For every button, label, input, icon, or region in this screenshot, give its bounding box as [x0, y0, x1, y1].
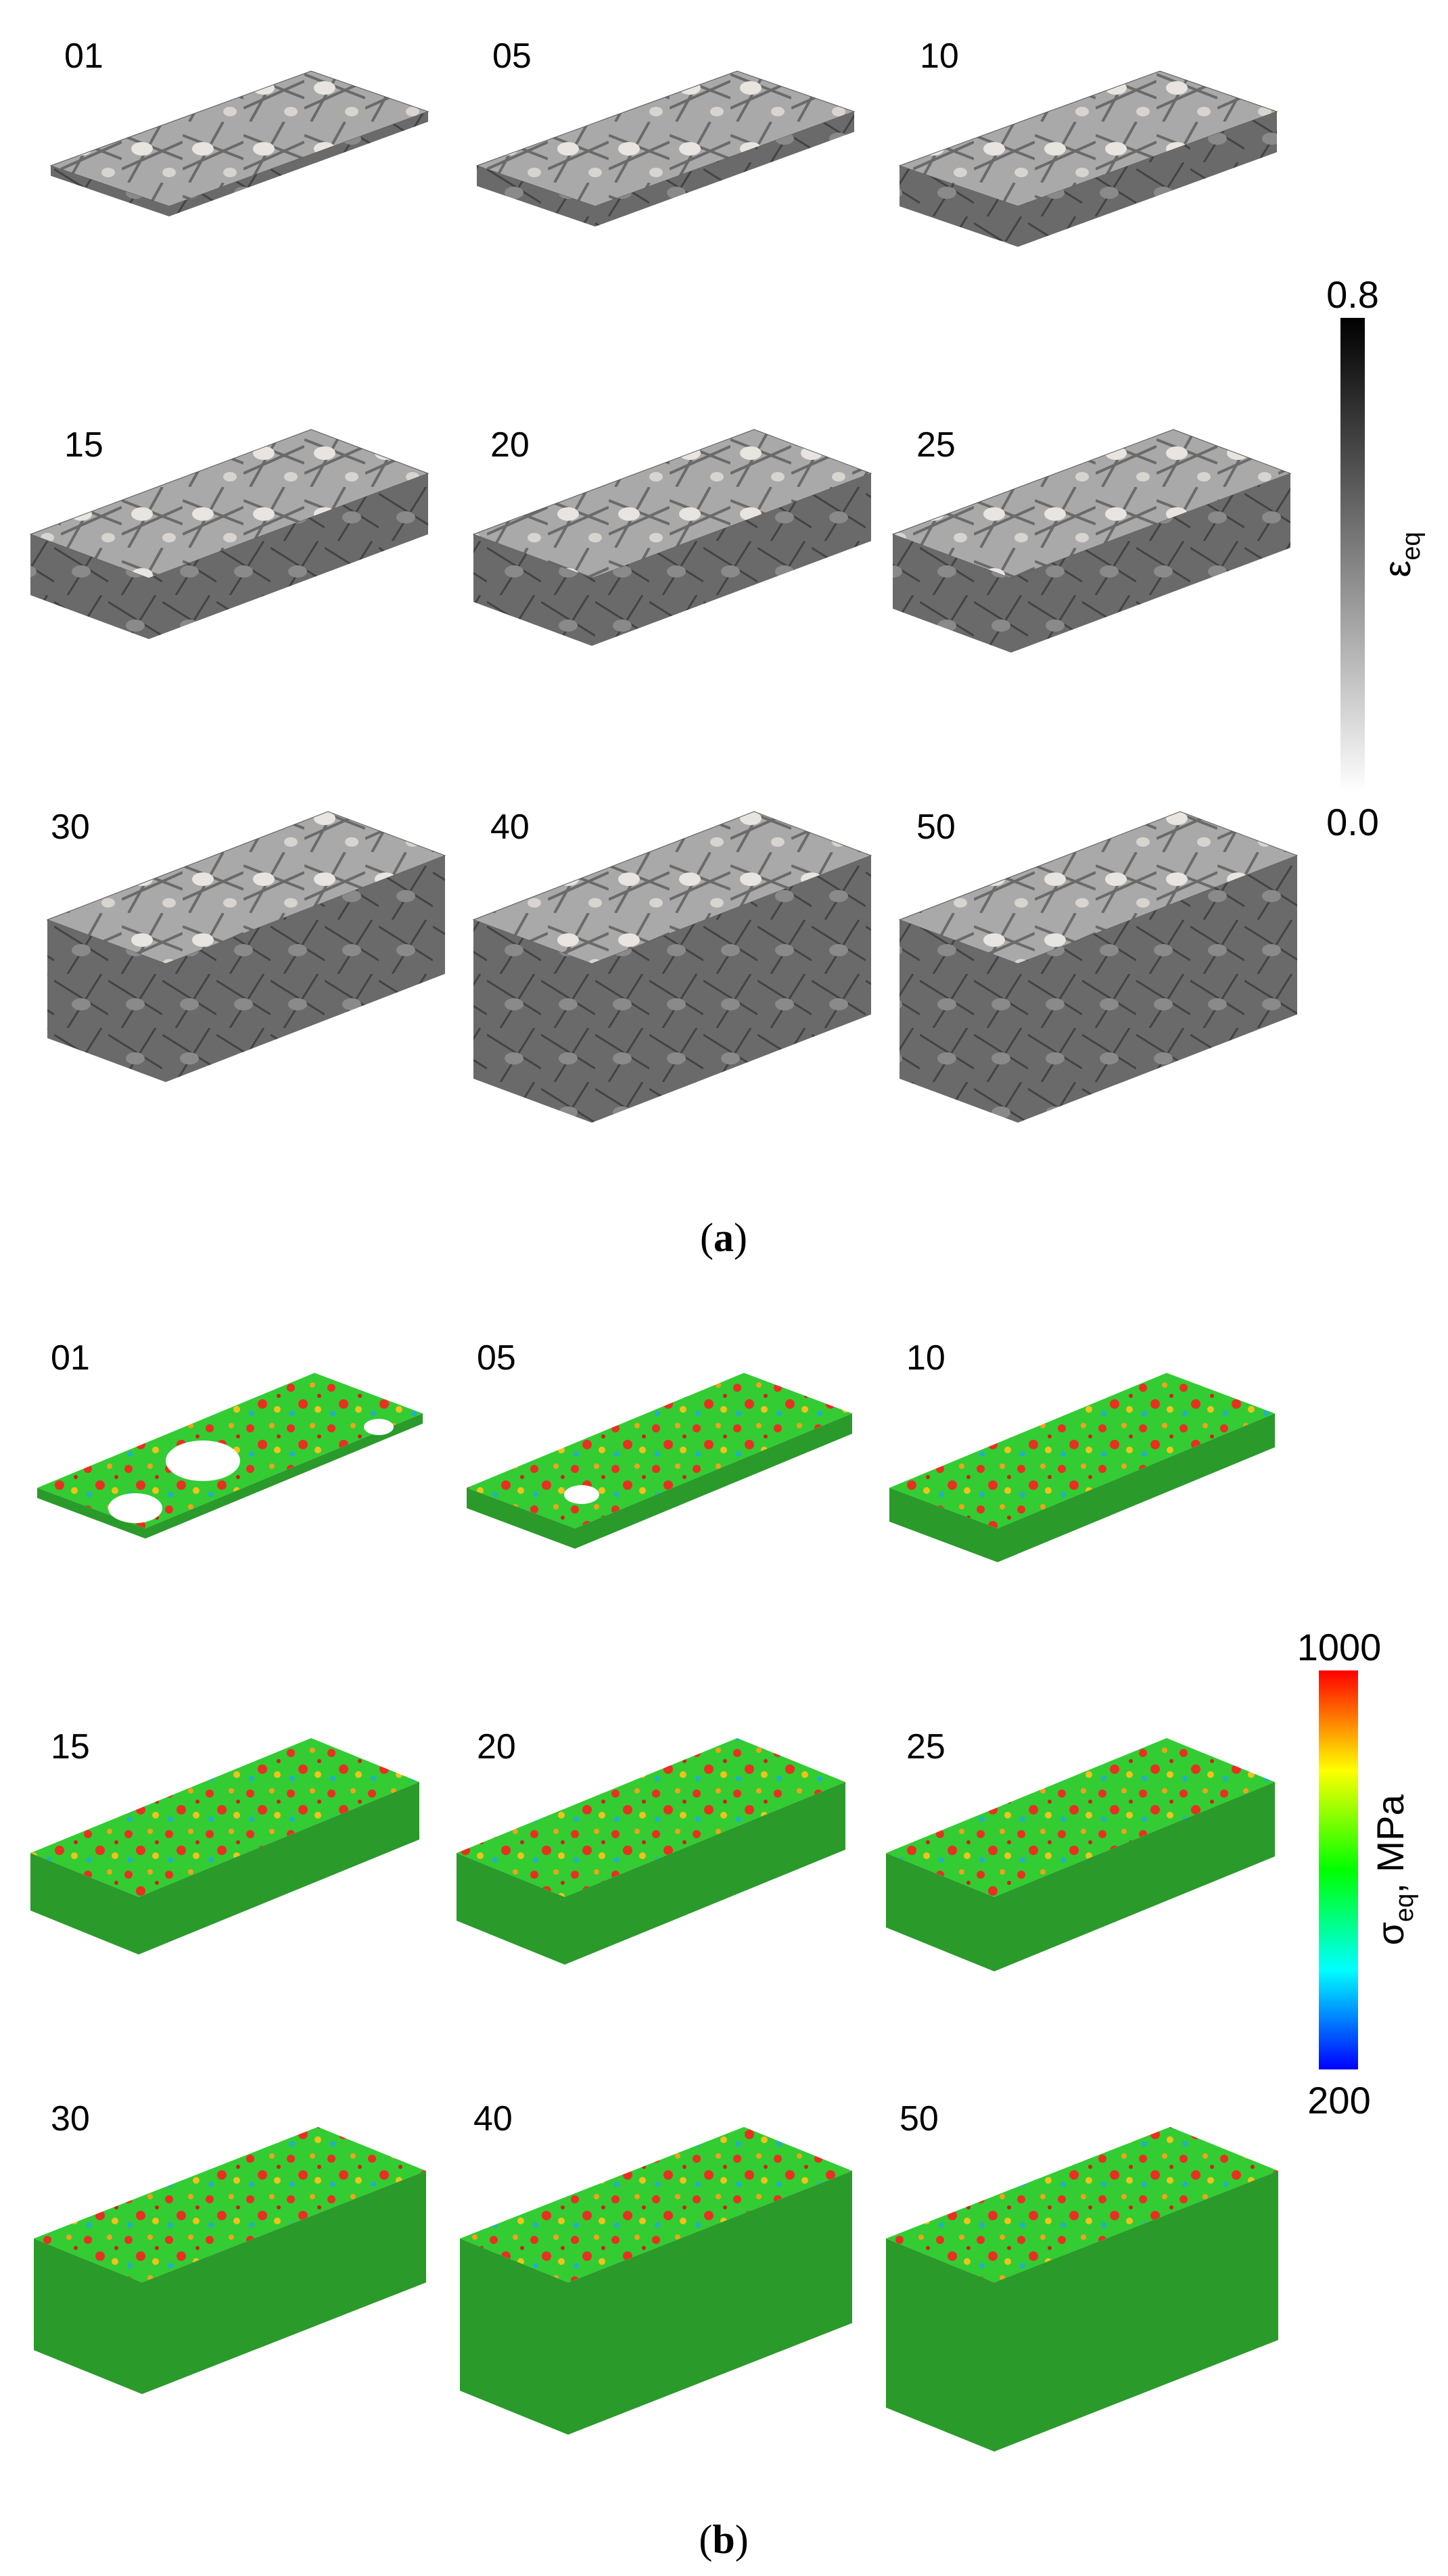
panel-a-block-10 — [898, 70, 1278, 247]
panel-b-colorbar-min: 200 — [1307, 2079, 1370, 2122]
panel-a-block-01 — [49, 70, 429, 216]
panel-b-label-01: 01 — [51, 1338, 90, 1378]
panel-b-void — [364, 1419, 394, 1435]
panel-a-label-20: 20 — [490, 425, 530, 465]
panel-a-block-30 — [46, 811, 446, 1082]
panel-b-label-30: 30 — [51, 2099, 90, 2138]
panel-b-colorbar: 1000 200 σeq, MPa — [1297, 1626, 1419, 2122]
panel-a-colorbar-max: 0.8 — [1326, 273, 1379, 316]
panel-a: 01 05 10 15 20 25 30 40 50 0.8 0.0 εeq (… — [29, 37, 1426, 1260]
panel-b-label-40: 40 — [473, 2099, 513, 2138]
panel-a-label-01: 01 — [64, 37, 103, 76]
panel-a-colorbar-gradient — [1340, 318, 1365, 791]
panel-a-caption-letter: a — [714, 1215, 734, 1260]
panel-b-void — [108, 1493, 162, 1523]
panel-a-block-25 — [891, 429, 1292, 653]
panel-a-block-05 — [475, 70, 856, 227]
panel-a-label-05: 05 — [492, 37, 532, 76]
panel-b-colorbar-symbol: σ — [1369, 1922, 1411, 1946]
panel-a-label-50: 50 — [916, 807, 956, 847]
panel-a-colorbar-subscript: eq — [1397, 532, 1426, 560]
panel-a-colorbar-title: εeq — [1376, 532, 1426, 577]
panel-b-label-10: 10 — [906, 1338, 945, 1378]
panel-a-block-50 — [898, 811, 1299, 1123]
panel-a-colorbar-min: 0.0 — [1326, 801, 1379, 843]
panel-b-block-15 — [30, 1738, 419, 1954]
panel-b-colorbar-unit: , MPa — [1369, 1794, 1411, 1894]
panel-b-caption: (b) — [699, 2517, 748, 2562]
panel-a-label-25: 25 — [916, 425, 956, 465]
panel-b-block-05 — [467, 1373, 852, 1549]
panel-b-block-40 — [460, 2127, 852, 2435]
panel-b-block-30 — [34, 2127, 426, 2394]
panel-b-block-25 — [886, 1738, 1275, 1971]
panel-a-block-20 — [472, 429, 872, 646]
panel-a-label-15: 15 — [64, 425, 103, 465]
panel-a-caption: (a) — [700, 1215, 747, 1260]
panel-a-block-15 — [29, 429, 429, 639]
panel-b-label-20: 20 — [477, 1727, 516, 1766]
panel-b-colorbar-max: 1000 — [1297, 1626, 1382, 1668]
panel-b-colorbar-title: σeq, MPa — [1369, 1794, 1419, 1946]
panel-a-colorbar: 0.8 0.0 εeq — [1326, 273, 1426, 843]
panel-b-block-50 — [886, 2127, 1278, 2452]
panel-b-label-05: 05 — [477, 1338, 516, 1378]
panel-a-label-40: 40 — [490, 807, 530, 847]
panel-b-label-25: 25 — [906, 1727, 945, 1766]
panel-b-label-15: 15 — [51, 1727, 90, 1766]
panel-b-block-20 — [457, 1738, 845, 1965]
panel-a-label-10: 10 — [920, 37, 959, 76]
panel-a-block-40 — [472, 811, 872, 1123]
panel-b: 01 05 10 15 20 25 30 40 50 1000 200 σeq,… — [30, 1338, 1419, 2562]
panel-b-block-01 — [37, 1373, 423, 1539]
panel-b-void — [166, 1441, 240, 1481]
panel-b-colorbar-gradient — [1319, 1670, 1358, 2069]
panel-a-colorbar-symbol: ε — [1376, 561, 1418, 578]
panel-b-block-10 — [889, 1373, 1275, 1562]
panel-b-label-50: 50 — [900, 2099, 939, 2138]
panel-b-caption-letter: b — [712, 2517, 734, 2562]
panel-a-label-30: 30 — [51, 807, 90, 847]
panel-b-colorbar-subscript: eq — [1391, 1894, 1419, 1922]
panel-b-void — [564, 1485, 599, 1504]
